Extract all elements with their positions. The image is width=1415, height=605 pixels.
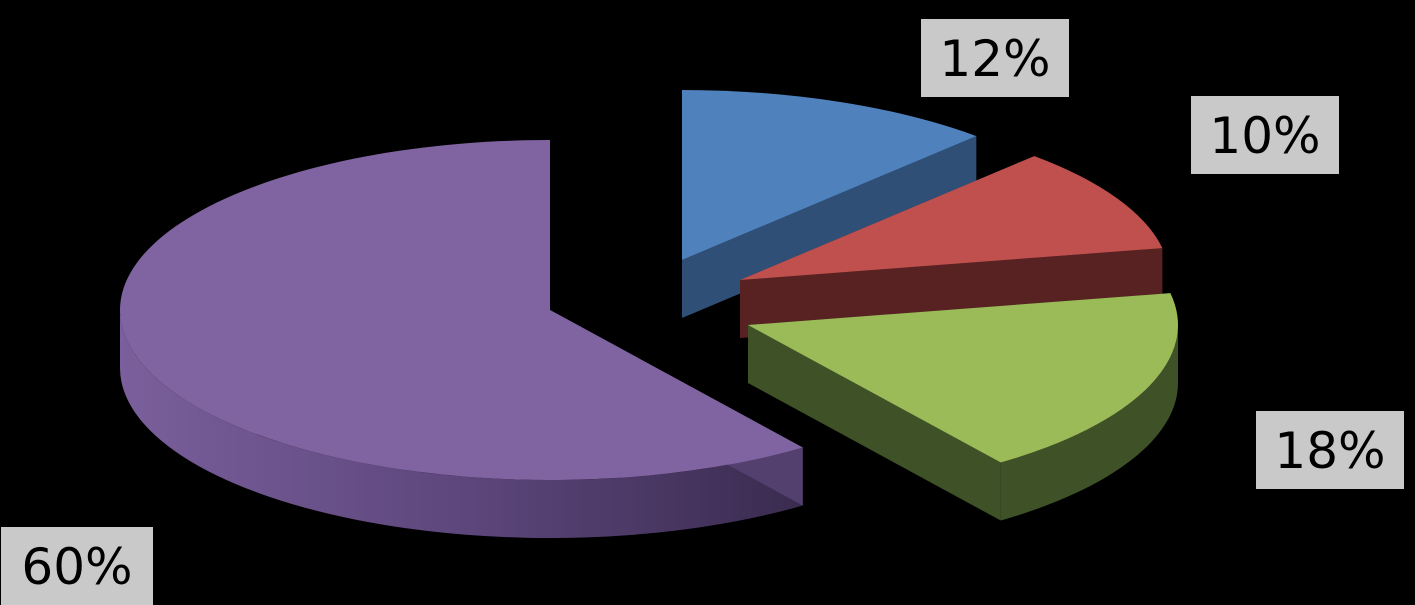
- data-label-text: 60%: [21, 538, 132, 596]
- pie-slice-top: [740, 156, 1163, 280]
- data-label-box: [1, 527, 153, 605]
- data-label-60pct: 60%: [1, 527, 153, 605]
- pie-slice-cut-face: [740, 248, 1163, 338]
- pie-slice-cut-face: [682, 136, 977, 318]
- data-label-box: [1191, 96, 1339, 174]
- data-label-box: [921, 19, 1069, 97]
- pie-slice-60pct: [119, 140, 803, 538]
- data-label-box: [1256, 411, 1404, 489]
- data-label-text: 10%: [1209, 107, 1320, 165]
- data-label-10pct: 10%: [1191, 96, 1339, 174]
- pie-slice-top: [682, 90, 977, 260]
- data-label-text: 12%: [939, 30, 1050, 88]
- pie-slice-12pct: [682, 90, 977, 318]
- pie-slice-top: [748, 293, 1178, 463]
- pie-slice-top: [119, 140, 803, 481]
- pie-slice-side: [1000, 325, 1178, 521]
- pie-slice-side: [120, 310, 803, 538]
- pie-slice-cut-face: [748, 325, 1001, 521]
- data-label-18pct: 18%: [1256, 411, 1404, 489]
- data-label-text: 18%: [1274, 422, 1385, 480]
- pie-slice-18pct: [748, 293, 1178, 521]
- data-label-12pct: 12%: [921, 19, 1069, 97]
- pie-slice-10pct: [740, 156, 1163, 338]
